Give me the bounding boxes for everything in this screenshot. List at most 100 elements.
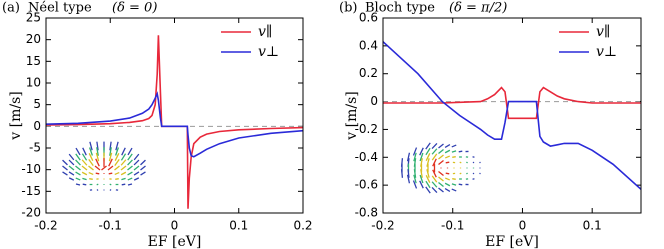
series-line (46, 35, 303, 209)
inset-arrow (444, 149, 451, 154)
inset-arrow (419, 147, 424, 156)
inset-arrow (140, 171, 146, 176)
inset-arrow (89, 178, 93, 180)
inset-arrow (445, 177, 450, 181)
inset-arrow (121, 183, 126, 186)
inset-arrow (68, 159, 75, 166)
inset-arrow (68, 171, 75, 176)
y-tick-label: -0.8 (355, 206, 378, 220)
inset-arrow (127, 165, 133, 171)
inset-arrow (444, 182, 451, 187)
inset-arrow (82, 177, 87, 181)
series-line (46, 91, 303, 158)
inset-arrow (451, 183, 457, 186)
inset-arrow (431, 142, 438, 150)
inset-arrow (120, 159, 127, 166)
plot-frame (45, 17, 304, 214)
inset-arrow (107, 165, 114, 171)
inset-arrow (96, 141, 99, 151)
y-tick-label: 0 (33, 119, 41, 133)
y-tick-label: 25 (26, 11, 41, 25)
y-tick-label: 0 (370, 94, 378, 108)
inset-arrow (438, 143, 444, 149)
inset-arrow (68, 153, 75, 161)
inset-arrow (89, 141, 93, 151)
inset-arrow (451, 144, 457, 148)
inset-arrow (412, 147, 418, 156)
legend-label: v∥ (258, 24, 272, 40)
inset-arrow (62, 171, 68, 176)
chart-title: Néel type (28, 1, 92, 16)
y-tick-label: 0.2 (359, 66, 378, 80)
y-tick-label: 0.6 (359, 11, 378, 25)
plot-frame (382, 17, 642, 214)
inset-arrow (412, 180, 418, 189)
inset-arrow (121, 177, 126, 181)
inset-arrow (127, 147, 133, 156)
inset-arrow (432, 158, 437, 167)
inset-arrow (406, 174, 411, 184)
inset-arrow (75, 177, 81, 181)
inset-arrow (95, 172, 100, 175)
inset-arrow (466, 172, 468, 175)
panel-label: (b) (339, 1, 357, 16)
inset-arrow (431, 186, 438, 194)
inset-arrow (426, 158, 430, 167)
y-axis-label: v [m/s] (344, 91, 360, 140)
chart-title: Bloch type (365, 1, 435, 16)
inset-arrow (94, 165, 101, 171)
inset-arrow (75, 171, 81, 176)
inset-arrow (127, 159, 133, 166)
inset-arrow (472, 161, 475, 164)
inset-arrow (114, 171, 120, 176)
inset-arrow (108, 158, 113, 167)
inset-arrow (127, 171, 133, 176)
y-tick-label: -15 (21, 184, 41, 198)
inset-arrow (458, 150, 463, 153)
inset-arrow (459, 172, 462, 175)
inset-arrow (82, 147, 87, 156)
series-line (383, 86, 641, 120)
series-line (383, 41, 641, 190)
panel-label: (a) (2, 1, 20, 16)
inset-arrow (114, 153, 120, 161)
inset-arrow (419, 152, 424, 162)
inset-arrow (133, 159, 140, 166)
inset-arrow (133, 165, 140, 171)
x-tick-label: -0.1 (441, 219, 464, 233)
inset-arrow (438, 154, 444, 160)
inset-arrow (120, 171, 127, 176)
inset-arrow (120, 165, 127, 171)
inset-arrow (459, 161, 462, 164)
inset-arrow (81, 171, 88, 176)
inset-arrow (75, 183, 81, 186)
inset-arrow (109, 147, 112, 156)
inset-arrow (445, 161, 450, 164)
inset-arrow (425, 147, 431, 156)
inset-arrow (413, 169, 417, 178)
y-tick-label: -5 (29, 141, 41, 155)
inset-arrow (127, 183, 133, 186)
inset-arrow (75, 165, 81, 171)
inset-arrow (431, 148, 438, 155)
inset-arrow (88, 147, 94, 156)
inset-arrow (127, 153, 133, 161)
inset-arrow (88, 165, 94, 171)
inset-arrow (419, 180, 424, 189)
inset-arrow (426, 169, 430, 178)
inset-arrow (88, 171, 94, 176)
inset-arrow (438, 176, 444, 182)
inset-arrow (108, 172, 113, 175)
inset-arrow (96, 183, 99, 186)
inset-arrow (425, 180, 431, 189)
inset-arrow (114, 159, 120, 166)
inset-arrow (444, 188, 451, 192)
inset-arrow (140, 159, 146, 166)
inset-arrow (472, 172, 475, 175)
inset-arrow (413, 174, 417, 184)
y-tick-label: 0.4 (359, 38, 378, 52)
y-tick-label: -0.6 (355, 178, 378, 192)
x-tick-label: -0.2 (371, 219, 394, 233)
inset-arrow (452, 178, 456, 180)
inset-arrow (451, 150, 457, 153)
